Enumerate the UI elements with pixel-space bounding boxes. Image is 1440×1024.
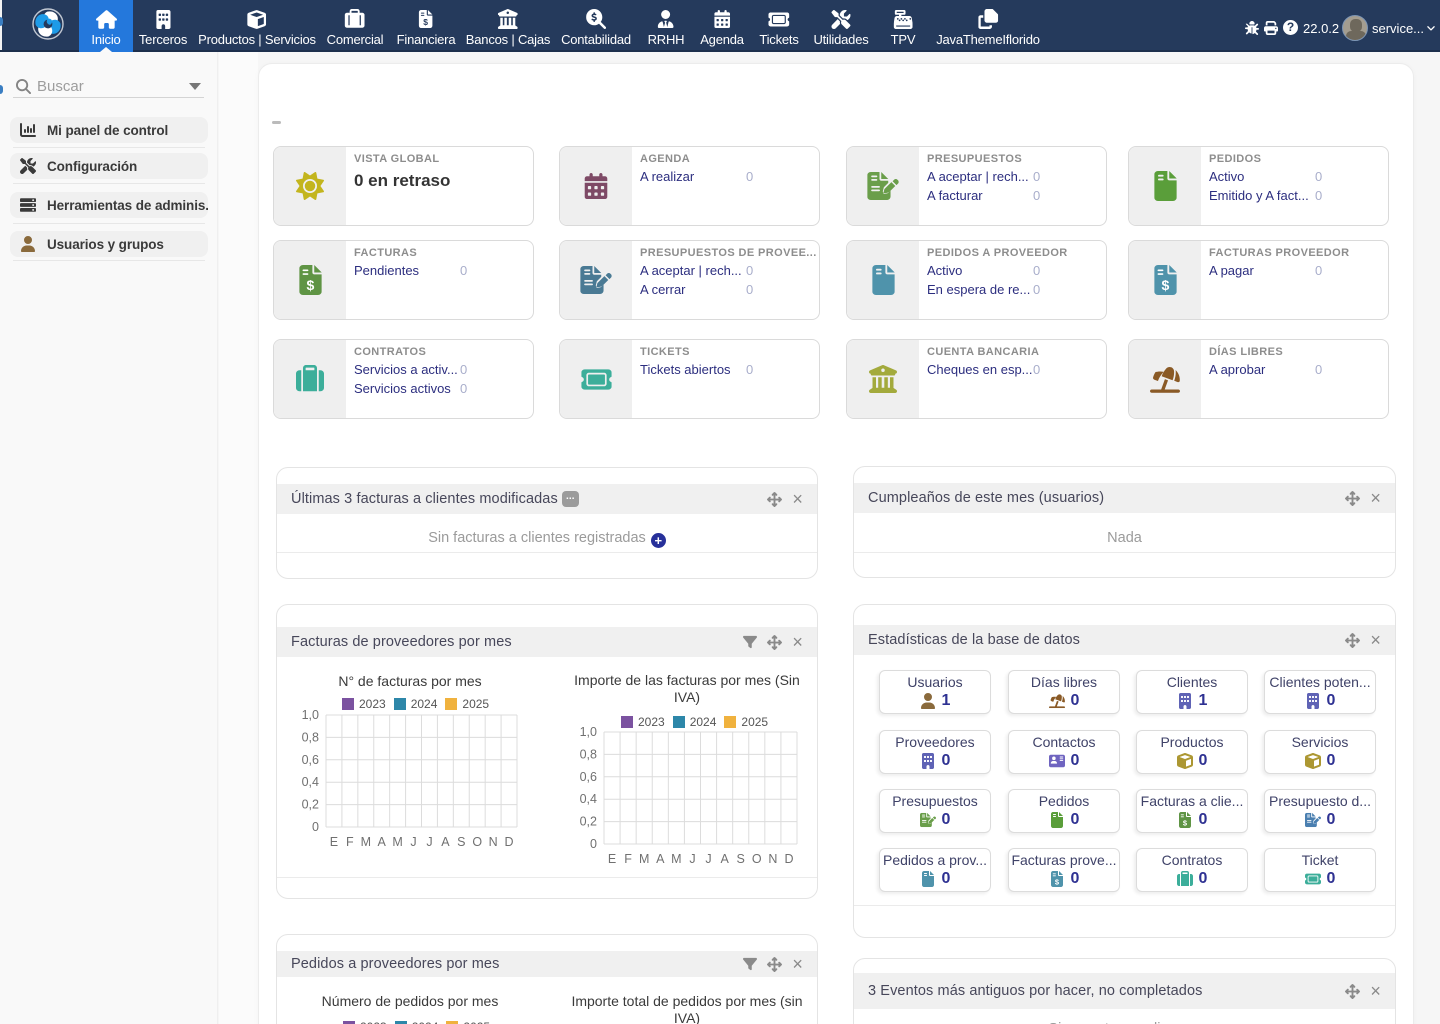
svg-text:A: A [441,835,450,849]
svg-text:0,6: 0,6 [302,753,319,767]
svg-text:0: 0 [590,837,597,851]
svg-text:J: J [705,852,711,866]
svg-text:N: N [768,852,777,866]
svg-text:E: E [608,852,616,866]
svg-text:0,6: 0,6 [580,770,597,784]
svg-text:O: O [472,835,482,849]
svg-text:J: J [426,835,432,849]
svg-text:M: M [671,852,681,866]
svg-text:0,2: 0,2 [302,798,319,812]
svg-text:A: A [720,852,729,866]
svg-text:O: O [752,852,762,866]
svg-text:A: A [378,835,387,849]
svg-text:M: M [639,852,649,866]
svg-text:F: F [624,852,632,866]
svg-text:D: D [505,835,514,849]
svg-text:E: E [330,835,338,849]
svg-text:D: D [784,852,793,866]
svg-text:M: M [361,835,371,849]
svg-text:0: 0 [312,820,319,834]
svg-text:J: J [689,852,695,866]
svg-text:0,4: 0,4 [302,775,319,789]
svg-text:S: S [457,835,465,849]
svg-text:A: A [656,852,665,866]
svg-text:$: $ [424,17,429,27]
svg-text:J: J [410,835,416,849]
svg-text:0,8: 0,8 [302,730,319,744]
svg-text:0,2: 0,2 [580,815,597,829]
svg-text:0,8: 0,8 [580,747,597,761]
svg-text:1,0: 1,0 [580,726,597,739]
svg-text:1,0: 1,0 [302,709,319,722]
svg-text:M: M [392,835,402,849]
svg-text:F: F [346,835,354,849]
svg-text:0,4: 0,4 [580,792,597,806]
svg-text:S: S [737,852,745,866]
svg-text:N: N [489,835,498,849]
